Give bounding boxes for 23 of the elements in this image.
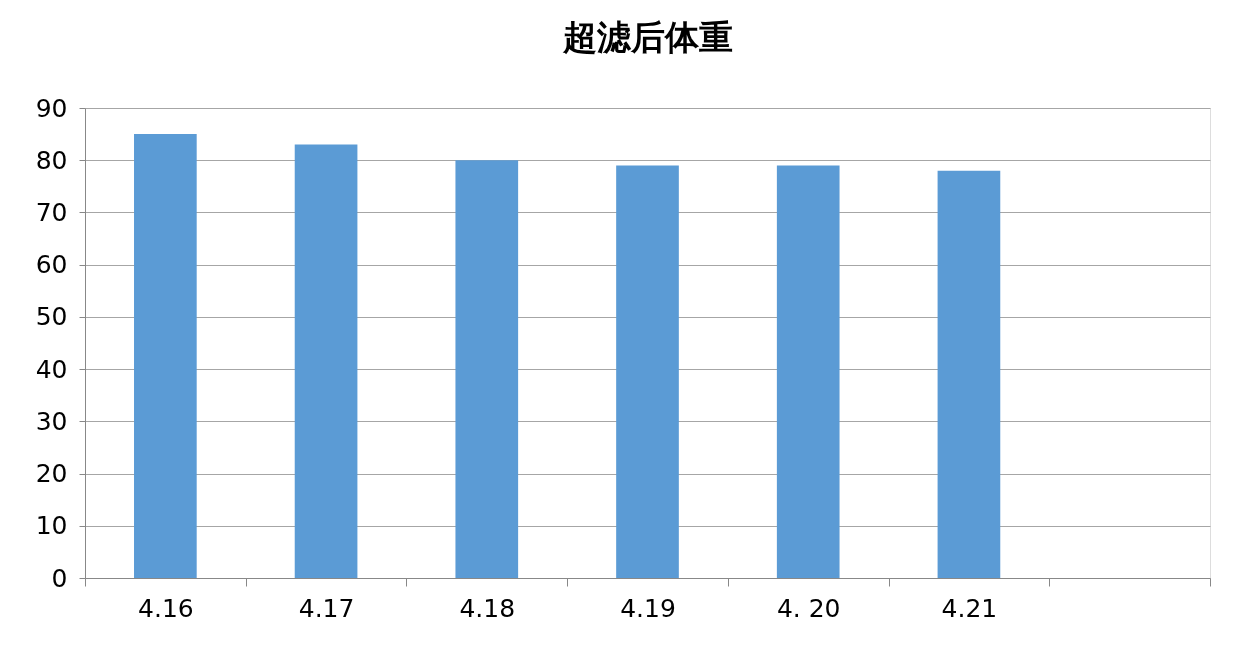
y-tick-label: 20 — [35, 459, 68, 489]
y-tick-label: 60 — [35, 250, 68, 280]
x-tick-label: 4.19 — [620, 593, 676, 623]
bar — [294, 144, 358, 578]
y-tick-label: 40 — [35, 354, 68, 384]
x-tick-label: 4.17 — [298, 593, 355, 623]
bar — [776, 165, 840, 578]
x-tick-label: 4.18 — [459, 593, 516, 623]
chart-title: 超滤后体重 — [561, 17, 733, 57]
y-tick-label: 70 — [35, 197, 68, 227]
x-tick-label: 4. 20 — [776, 593, 841, 623]
bar — [937, 170, 1001, 578]
y-tick-label: 10 — [35, 511, 68, 541]
bar — [134, 134, 197, 578]
bar — [616, 165, 679, 578]
y-tick-label: 50 — [35, 302, 68, 332]
y-tick-label: 80 — [35, 145, 68, 175]
y-tick-label: 0 — [51, 563, 68, 593]
y-tick-label: 30 — [35, 406, 68, 436]
x-tick-label: 4.21 — [941, 593, 998, 623]
y-tick-label: 90 — [35, 93, 68, 123]
x-tick-label: 4.16 — [138, 593, 194, 623]
bar — [455, 160, 519, 578]
